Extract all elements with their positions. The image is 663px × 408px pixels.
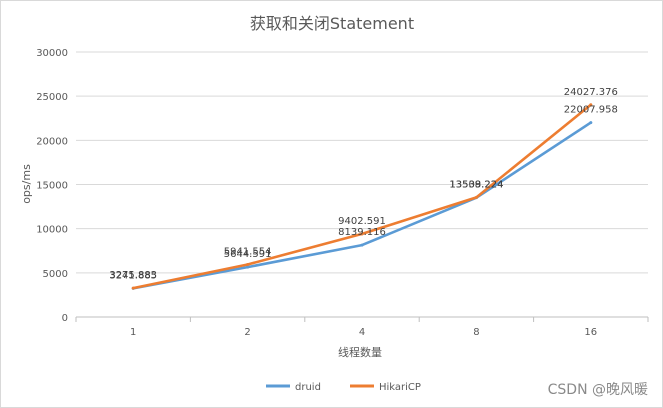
x-tick-label: 2	[244, 327, 250, 338]
data-point	[360, 232, 364, 236]
data-point	[589, 121, 593, 125]
legend-label: HikariCP	[379, 382, 421, 393]
data-labels: 3241.885 5644.591 8139.116 13509.224 22007.9…	[109, 87, 617, 282]
data-point	[246, 265, 250, 269]
x-tick-label: 4	[359, 327, 365, 338]
y-tick-label: 30000	[36, 48, 68, 59]
x-tick-label: 8	[473, 327, 479, 338]
data-point	[474, 195, 478, 199]
data-label: 3275.883	[109, 270, 157, 281]
data-label: 9402.591	[338, 216, 386, 227]
gridlines	[75, 51, 649, 322]
data-point	[131, 286, 135, 290]
y-tick-label: 0	[62, 313, 68, 324]
chart-title: 获取和关闭Statement	[250, 14, 414, 33]
x-tick-label: 1	[130, 327, 136, 338]
data-label: 3241.885	[109, 270, 157, 281]
data-label: 22007.958	[564, 105, 618, 116]
data-point	[246, 263, 250, 267]
series-line-hikaricp	[131, 103, 593, 290]
y-tick-label: 5000	[43, 269, 68, 280]
x-axis-ticks: 1 2 4 8 16	[130, 327, 597, 338]
data-point	[589, 103, 593, 107]
data-label: 5941.554	[224, 247, 272, 258]
x-axis-label: 线程数量	[338, 345, 382, 359]
watermark: CSDN @晚风暖	[548, 382, 648, 398]
y-tick-label: 20000	[36, 136, 68, 147]
y-tick-label: 15000	[36, 181, 68, 192]
series-line-druid	[131, 121, 593, 290]
legend-label: druid	[295, 382, 321, 393]
data-label: 8139.116	[338, 227, 386, 238]
data-label: 24027.376	[564, 87, 618, 98]
y-axis-label: ops/ms	[20, 164, 33, 204]
x-tick-label: 16	[584, 327, 597, 338]
data-label: 13538.224	[449, 179, 503, 190]
data-label: 5644.591	[224, 249, 272, 260]
series-lines	[131, 103, 593, 290]
legend: druid HikariCP	[266, 382, 421, 393]
y-axis-ticks: 0 5000 10000 15000 20000 25000 30000	[36, 48, 68, 324]
y-tick-label: 25000	[36, 92, 68, 103]
data-point	[360, 243, 364, 247]
y-tick-label: 10000	[36, 225, 68, 236]
data-label: 13509.224	[449, 180, 503, 191]
